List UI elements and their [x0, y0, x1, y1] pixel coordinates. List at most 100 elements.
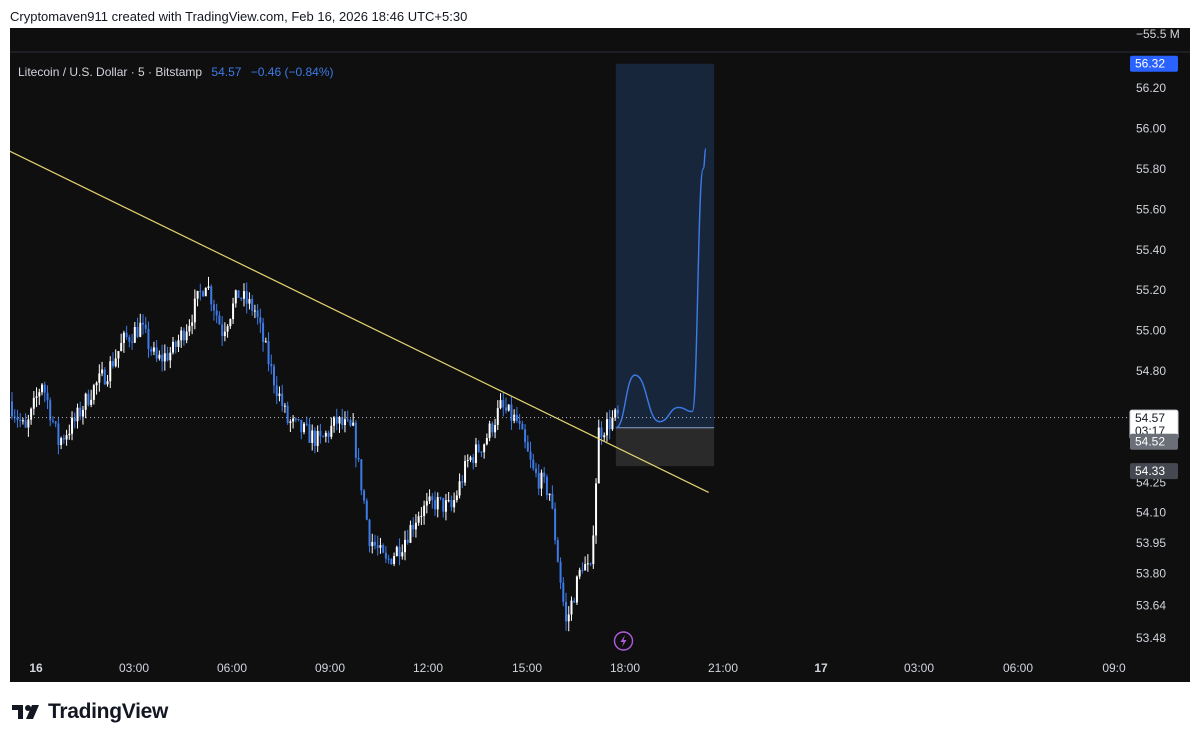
candle	[338, 417, 341, 424]
candle	[333, 416, 336, 426]
candle	[120, 343, 123, 352]
candle	[608, 419, 611, 430]
candle	[595, 483, 598, 536]
candle	[215, 310, 218, 316]
lightning-icon-ring	[613, 631, 634, 651]
candle	[559, 561, 562, 583]
candle	[144, 324, 147, 329]
stop-zone[interactable]	[615, 427, 715, 467]
candle	[485, 438, 488, 445]
candle	[537, 472, 540, 489]
candle	[401, 552, 404, 557]
candle	[575, 576, 578, 603]
entry-price-badge[interactable]: 54.52	[1130, 433, 1178, 450]
candle	[431, 496, 434, 500]
target-price-badge[interactable]: 56.32	[1130, 55, 1178, 72]
candle	[188, 325, 191, 332]
candle	[87, 393, 90, 405]
price-chart[interactable]: −55.5 M 56.20 56.00 55.80 55.60 55.40 55.20 55.…	[10, 28, 1190, 682]
candle	[169, 352, 172, 361]
symbol-legend[interactable]: Litecoin / U.S. Dollar · 5 · Bitstamp 54…	[18, 65, 334, 79]
candle	[499, 400, 502, 409]
candle	[491, 423, 494, 433]
candle	[335, 416, 338, 424]
candle	[294, 418, 297, 420]
candle	[150, 348, 153, 352]
target-zone[interactable]	[615, 63, 715, 428]
candle	[434, 499, 437, 510]
candle	[139, 322, 142, 337]
candle	[172, 341, 175, 353]
candle	[136, 326, 139, 337]
candle	[251, 298, 254, 311]
candle	[371, 541, 374, 547]
candle	[84, 393, 87, 410]
candle	[354, 422, 357, 458]
candle	[207, 286, 210, 289]
candle	[305, 423, 308, 425]
trendline[interactable]	[10, 149, 709, 493]
candle	[234, 290, 237, 304]
candle	[79, 407, 82, 417]
candle	[327, 432, 330, 437]
candle	[439, 497, 442, 499]
candle	[196, 291, 199, 299]
chart-credit: Cryptomaven911 created with TradingView.…	[10, 9, 468, 24]
stop-price-badge-text: 54.33	[1135, 464, 1165, 478]
candle	[474, 444, 477, 464]
lightning-icon[interactable]	[613, 631, 634, 651]
candle	[193, 298, 196, 323]
stop-price-badge[interactable]: 54.33	[1130, 463, 1178, 480]
candle	[191, 322, 194, 326]
candle	[390, 558, 393, 565]
candle	[248, 298, 251, 304]
candle	[111, 361, 114, 367]
candle	[311, 430, 314, 443]
candle	[253, 310, 256, 312]
tradingview-logo[interactable]: TradingView	[12, 700, 168, 724]
candle	[199, 291, 202, 293]
candle	[24, 420, 27, 428]
candle	[166, 353, 169, 361]
chart-area[interactable]: −55.5 M 56.20 56.00 55.80 55.60 55.40 55.20 55.…	[10, 28, 1190, 682]
candle	[387, 558, 390, 560]
candle	[420, 515, 423, 517]
candle	[218, 315, 221, 325]
candle	[444, 500, 447, 512]
candle	[425, 501, 428, 506]
candle	[21, 420, 24, 422]
candle	[316, 430, 319, 447]
candle	[409, 524, 412, 543]
candle	[101, 369, 104, 374]
candle	[242, 291, 245, 299]
candle	[259, 317, 262, 323]
candle	[133, 326, 136, 343]
candle	[204, 288, 207, 297]
candle	[223, 331, 226, 337]
candle	[436, 497, 439, 510]
price-tick-label: 54.80	[1136, 364, 1166, 378]
candle	[90, 399, 93, 405]
candle	[584, 564, 587, 571]
candle	[488, 423, 491, 439]
candle	[27, 419, 30, 428]
candle	[177, 340, 180, 347]
time-tick-label: 16	[29, 661, 43, 675]
candle	[570, 600, 573, 615]
candle	[46, 392, 49, 401]
candle	[504, 407, 507, 411]
candle	[395, 546, 398, 557]
candle	[71, 417, 74, 434]
candle	[398, 546, 401, 557]
projection-path[interactable]	[615, 147, 707, 429]
candle	[417, 516, 420, 523]
candle	[122, 332, 125, 344]
candle	[142, 322, 144, 325]
candle	[16, 417, 19, 421]
candle	[19, 420, 22, 422]
candle	[54, 421, 57, 424]
candle	[611, 417, 614, 430]
candle	[376, 545, 379, 548]
price-tick-label: 53.95	[1136, 536, 1166, 550]
